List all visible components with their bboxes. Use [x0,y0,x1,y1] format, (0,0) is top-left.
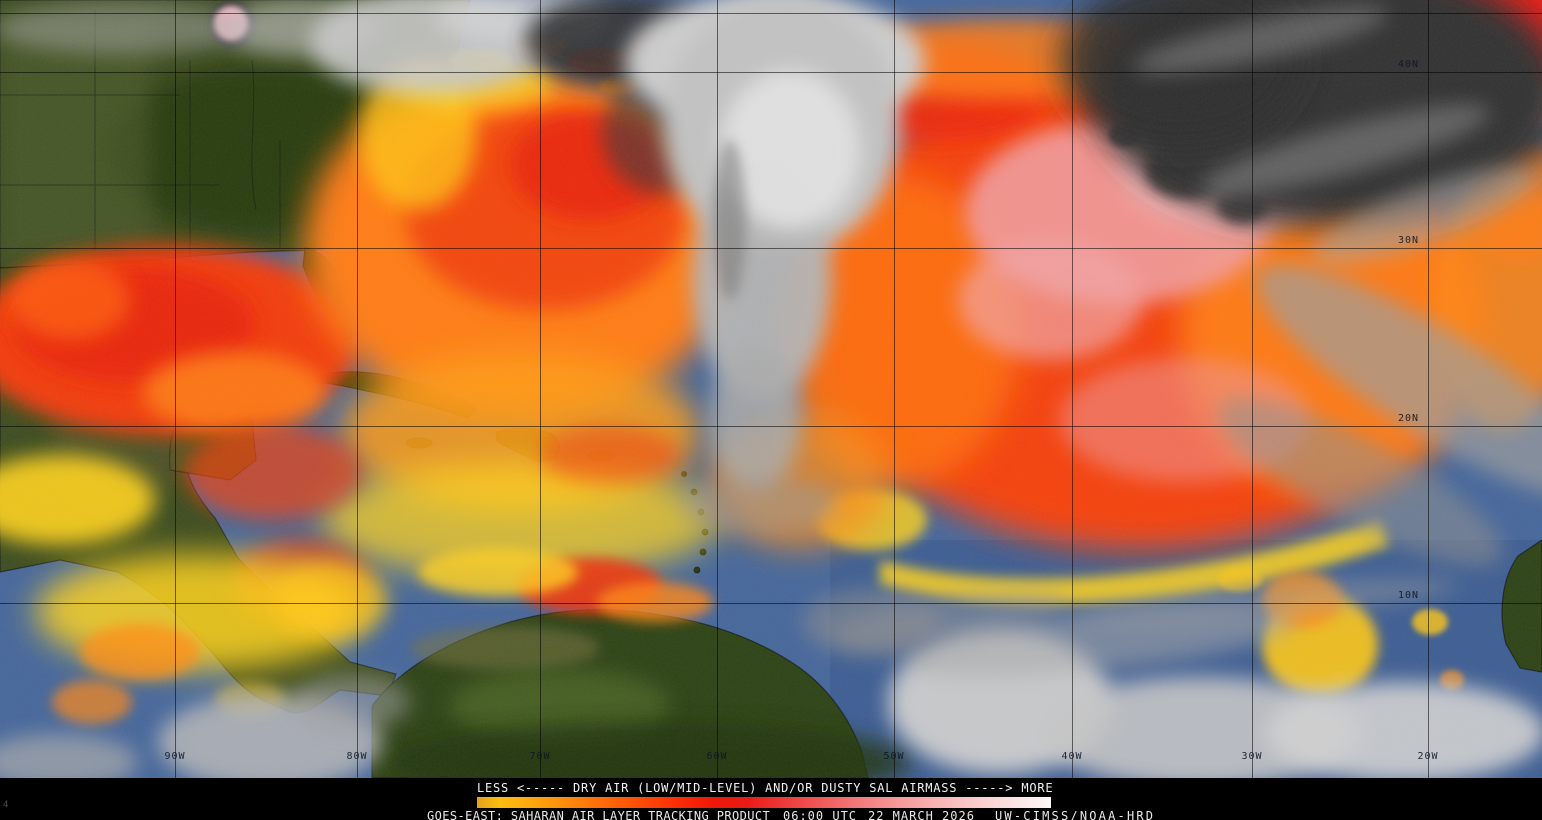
satellite-map: 90W 80W 70W 60W 50W 40W 30W 20W 40N 30N 20N 10N [0,0,1542,778]
legend-band: LESS <----- DRY AIR (LOW/MID-LEVEL) AND/… [0,778,1542,820]
product-time: 06:00 UTC [783,809,858,820]
product-title: GOES-EAST: SAHARAN AIR LAYER TRACKING PR… [427,809,771,820]
corner-artifact: 4 [3,800,9,810]
dry-air-scale-label: LESS <----- DRY AIR (LOW/MID-LEVEL) AND/… [477,781,1054,795]
satellite-imagery [0,0,1542,778]
product-credit: UW-CIMSS/NOAA-HRD [995,809,1156,820]
product-date: 22 MARCH 2026 [868,809,975,820]
speckle-texture [0,0,1542,778]
dry-air-colorbar [477,797,1051,808]
